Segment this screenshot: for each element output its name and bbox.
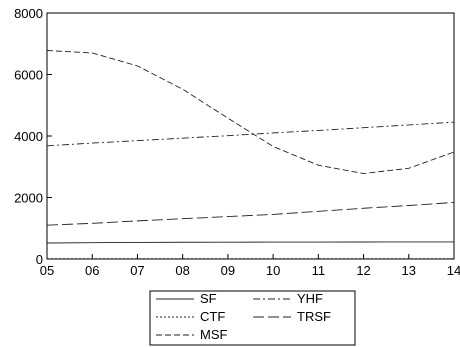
legend-label-msf: MSF: [200, 327, 228, 342]
x-tick-label: 08: [175, 263, 189, 278]
series-line-trsf: [46, 201, 455, 226]
y-axis: 0 2000 4000 6000 8000: [14, 6, 52, 267]
y-tick-label: 0: [36, 252, 43, 267]
legend-label-trsf: TRSF: [297, 309, 331, 324]
x-tick-label: 14: [447, 263, 460, 278]
x-tick-label: 13: [402, 263, 416, 278]
legend-label-yhf: YHF: [297, 291, 323, 306]
x-tick-label: 06: [85, 263, 99, 278]
x-tick-label: 05: [40, 263, 54, 278]
y-tick-label: 6000: [14, 68, 43, 83]
series-line-msf: [46, 50, 455, 174]
series-lines: [46, 50, 455, 260]
legend-label-sf: SF: [200, 291, 217, 306]
x-tick-label: 10: [266, 263, 280, 278]
x-tick-label: 12: [356, 263, 370, 278]
legend-box: [149, 290, 356, 346]
legend: SF YHF CTF TRSF MSF: [149, 290, 356, 346]
series-line-sf: [46, 241, 455, 244]
series-line-yhf: [46, 121, 455, 147]
x-tick-label: 07: [130, 263, 144, 278]
y-tick-label: 8000: [14, 6, 43, 21]
x-axis: 05 06 07 08 09 10 11 12 13 14: [40, 254, 460, 278]
x-tick-label: 09: [221, 263, 235, 278]
legend-label-ctf: CTF: [200, 309, 225, 324]
y-tick-label: 2000: [14, 191, 43, 206]
y-tick-label: 4000: [14, 129, 43, 144]
x-tick-label: 11: [312, 263, 326, 278]
legend-items: SF YHF CTF TRSF MSF: [156, 291, 331, 342]
